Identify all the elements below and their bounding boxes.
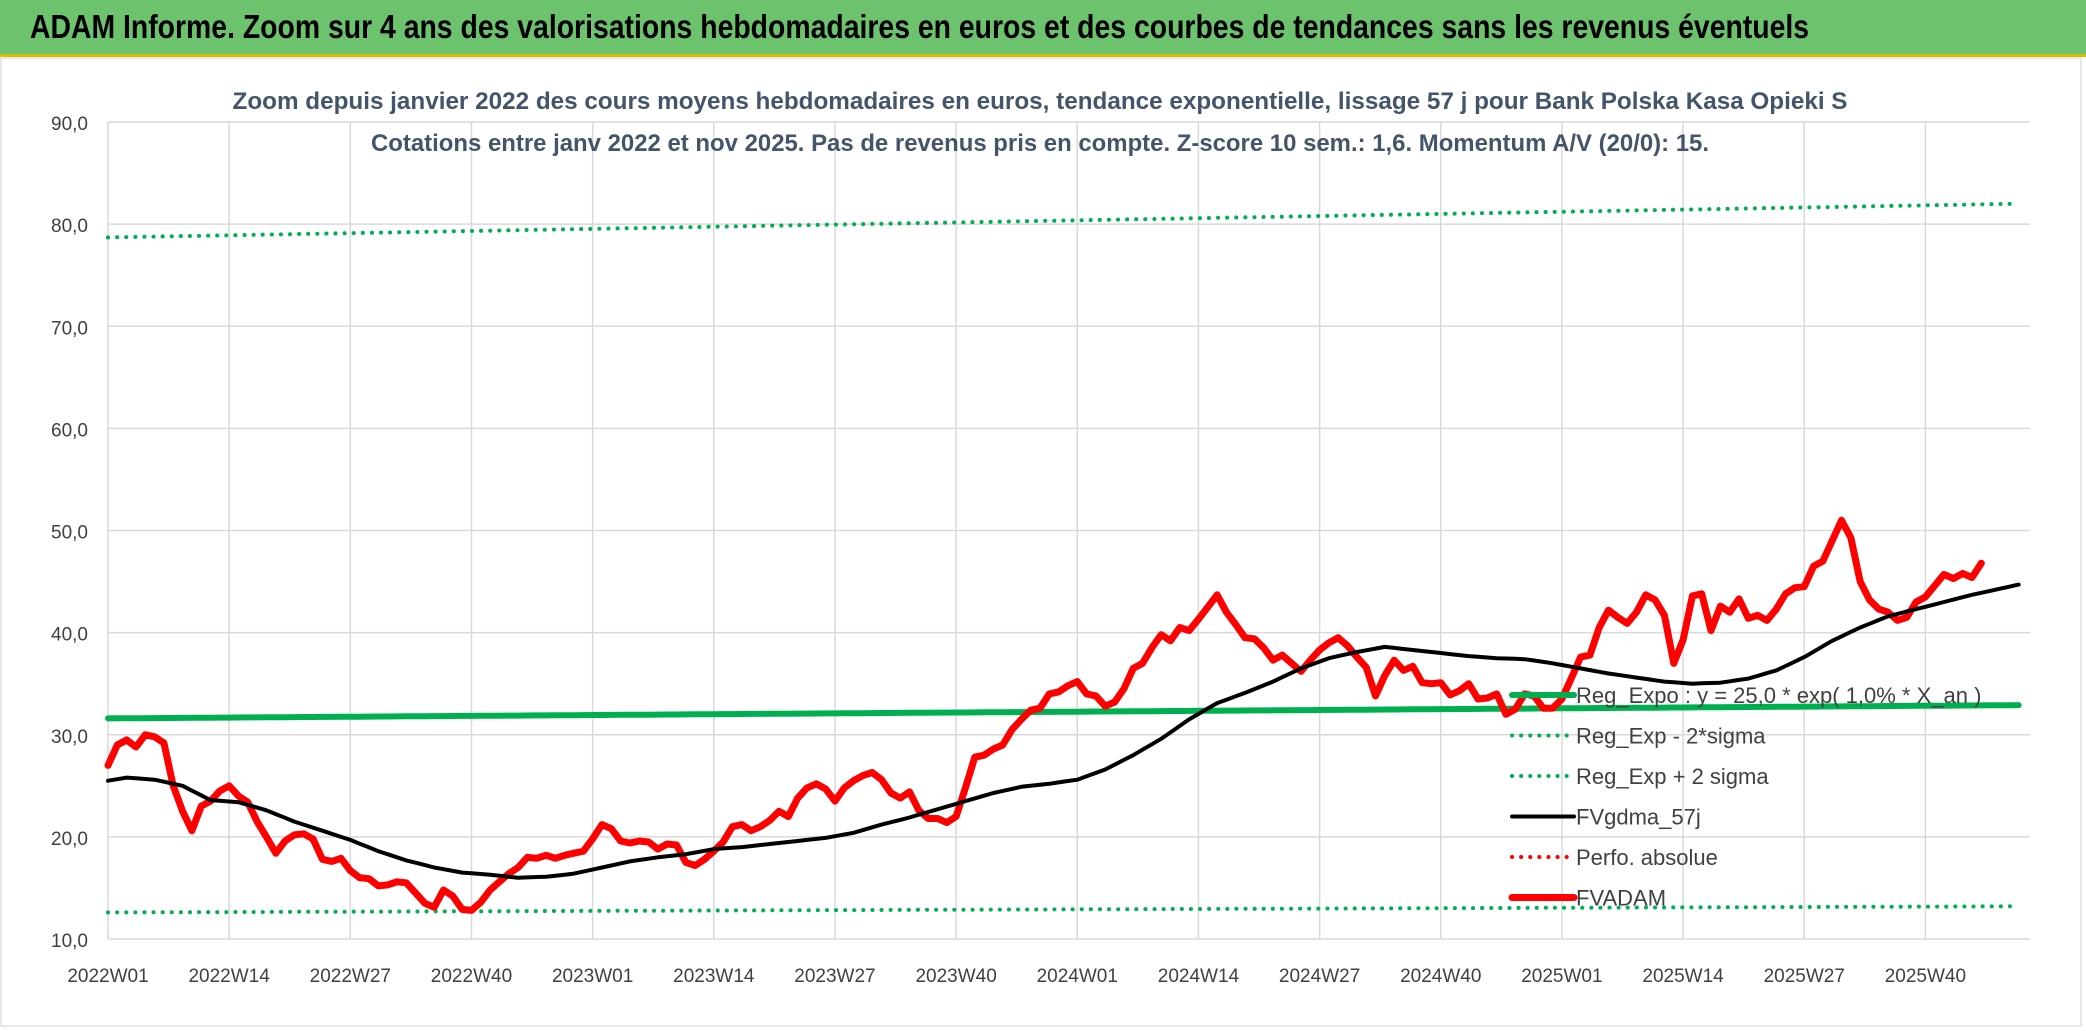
y-tick-label: 60,0 (51, 420, 88, 441)
x-tick-label: 2025W27 (1764, 966, 1845, 987)
legend-label: Reg_Exp + 2 sigma (1576, 764, 1769, 789)
legend-label: FVgdma_57j (1576, 805, 1701, 830)
x-tick-label: 2023W14 (673, 966, 755, 987)
grid-lines (107, 121, 2030, 940)
x-tick-label: 2024W01 (1037, 966, 1118, 987)
y-tick-label: 30,0 (51, 727, 88, 748)
x-tick-label: 2023W27 (794, 966, 875, 987)
y-tick-label: 50,0 (51, 523, 88, 544)
y-tick-label: 90,0 (51, 114, 88, 135)
x-tick-label: 2022W27 (310, 966, 391, 987)
series-line-5 (104, 516, 1985, 914)
x-tick-label: 2022W01 (67, 966, 148, 987)
x-tick-label: 2024W27 (1279, 966, 1360, 987)
legend: Reg_Expo : y = 25,0 * exp( 1,0% * X_an )… (1508, 683, 1981, 911)
axis-labels: 90,0 80,0 70,0 60,0 50,0 40,0 30,0 20,0 10,0 2022… (51, 114, 1966, 987)
x-tick-label: 2024W14 (1158, 966, 1240, 987)
y-tick-label: 80,0 (51, 216, 88, 237)
report-banner-title: ADAM Informe. Zoom sur 4 ans des valoris… (30, 8, 1810, 45)
series-line-2 (106, 201, 2021, 240)
series-line-1 (106, 904, 2021, 915)
x-tick-label: 2025W14 (1642, 966, 1724, 987)
legend-label: FVADAM (1576, 886, 1666, 911)
x-tick-label: 2022W40 (431, 966, 512, 987)
y-tick-label: 10,0 (51, 931, 88, 952)
report-banner: ADAM Informe. Zoom sur 4 ans des valoris… (0, 0, 2086, 57)
x-tick-label: 2022W14 (188, 966, 270, 987)
chart-title: Zoom depuis janvier 2022 des cours moyen… (233, 88, 1848, 115)
chart-frame (0, 57, 2082, 1027)
x-tick-label: 2023W40 (915, 966, 996, 987)
x-tick-label: 2025W40 (1885, 966, 1966, 987)
series-line-3 (106, 582, 2021, 880)
y-tick-label: 70,0 (51, 318, 88, 339)
legend-label: Perfo. absolue (1576, 845, 1718, 870)
legend-label: Reg_Expo : y = 25,0 * exp( 1,0% * X_an ) (1576, 683, 1981, 708)
legend-label: Reg_Exp - 2*sigma (1576, 724, 1766, 749)
series-line-0 (105, 702, 2022, 722)
x-tick-label: 2024W40 (1400, 966, 1481, 987)
series-lines (104, 201, 2022, 915)
x-tick-label: 2023W01 (552, 966, 633, 987)
y-tick-label: 40,0 (51, 625, 88, 646)
y-tick-label: 20,0 (51, 829, 88, 850)
chart-subtitle: Cotations entre janv 2022 et nov 2025. P… (371, 130, 1709, 157)
x-tick-label: 2025W01 (1521, 966, 1602, 987)
